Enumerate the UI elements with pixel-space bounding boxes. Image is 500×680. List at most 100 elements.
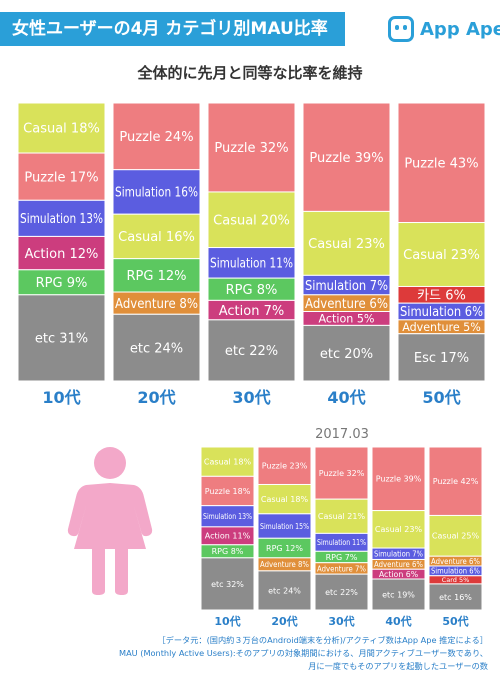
bar-segment-0-1-3 [112, 258, 201, 293]
bar-segment-0-0-0 [17, 102, 106, 154]
bar-segment-1-3-1 [371, 510, 426, 549]
bar-segment-1-4-5 [428, 583, 483, 611]
segment-label-0-3-0: Puzzle 39% [309, 151, 383, 166]
segment-label-1-3-4: Action 6% [379, 570, 418, 579]
segment-label-0-4-3: Simulation 6% [400, 305, 483, 320]
segment-label-1-0-1: Puzzle 18% [205, 487, 251, 496]
page-title: 女性ユーザーの4月 カテゴリ別MAU比率 [0, 12, 345, 46]
segment-label-0-4-1: Casual 23% [403, 248, 480, 263]
segment-label-0-3-1: Casual 23% [308, 237, 385, 252]
segment-label-0-0-2: Simulation 13% [20, 212, 103, 227]
bar-segment-0-4-1 [397, 222, 486, 287]
age-label-0-3: 40代 [327, 388, 365, 407]
segment-label-0-0-0: Casual 18% [23, 122, 100, 137]
segment-label-0-2-1: Casual 20% [213, 213, 290, 228]
bar-segment-0-1-0 [112, 102, 201, 171]
segment-label-0-1-3: RPG 12% [127, 269, 187, 284]
segment-label-1-2-3: RPG 7% [326, 553, 358, 562]
bar-segment-1-1-1 [257, 483, 312, 515]
bar-segment-0-2-5 [207, 319, 296, 382]
segment-label-1-2-2: Simulation 11% [317, 538, 366, 547]
segment-label-1-4-1: Casual 25% [432, 532, 480, 541]
segment-label-0-0-5: etc 31% [35, 332, 88, 347]
segment-label-0-1-1: Simulation 16% [115, 186, 198, 201]
segment-label-0-2-5: etc 22% [225, 344, 278, 359]
segment-label-1-0-4: RPG 8% [212, 547, 244, 556]
brand: App Ape [388, 13, 500, 45]
segment-label-1-1-3: RPG 12% [266, 544, 303, 553]
segment-label-1-2-5: etc 22% [325, 588, 358, 597]
segment-label-0-1-5: etc 24% [130, 341, 183, 356]
segment-label-1-1-1: Casual 18% [261, 495, 309, 504]
segment-label-1-0-5: etc 32% [211, 580, 244, 589]
age-label-0-0: 10代 [42, 388, 80, 407]
female-person-icon [67, 447, 153, 595]
segment-label-1-4-2: Adventure 6% [431, 557, 480, 566]
segment-label-0-3-3: Adventure 6% [305, 297, 388, 312]
segment-label-0-0-1: Puzzle 17% [24, 170, 98, 185]
footer-source: ［データ元：(国内約３万台のAndroid端末を分析)/アクティブ数はApp A… [157, 635, 488, 645]
segment-label-0-1-4: Adventure 8% [115, 297, 198, 312]
age-label-1-1: 20代 [271, 614, 297, 628]
app-ape-logo-icon [388, 16, 414, 42]
age-label-1-4: 50代 [442, 614, 468, 628]
bar-segment-0-1-2 [112, 213, 201, 260]
segment-label-0-3-4: Action 5% [319, 312, 375, 325]
segment-label-0-2-4: Action 7% [219, 304, 284, 319]
segment-label-1-1-0: Puzzle 23% [262, 462, 308, 471]
segment-label-1-4-4: Card 5% [442, 576, 470, 584]
footer-notes: ［データ元：(国内約３万台のAndroid端末を分析)/アクティブ数はApp A… [0, 634, 488, 673]
segment-label-0-3-2: Simulation 7% [305, 279, 388, 294]
bar-segment-0-0-4 [17, 269, 106, 296]
segment-label-1-0-0: Casual 18% [204, 458, 252, 467]
segment-label-0-2-3: RPG 8% [226, 283, 278, 298]
bar-segment-1-1-2 [257, 513, 312, 539]
bar-segment-0-2-0 [207, 102, 296, 193]
segment-label-1-1-2: Simulation 15% [260, 522, 309, 531]
segment-label-1-4-0: Puzzle 42% [433, 477, 479, 486]
bar-segment-1-0-5 [200, 557, 255, 611]
bar-segment-0-4-0 [397, 102, 486, 224]
segment-label-1-3-2: Simulation 7% [374, 550, 423, 559]
segment-label-1-2-4: Adventure 7% [317, 564, 366, 573]
age-label-1-2: 30代 [328, 614, 354, 628]
segment-label-1-1-5: etc 24% [268, 586, 301, 595]
bar-segment-0-3-5 [302, 324, 391, 382]
bar-segment-0-1-5 [112, 313, 201, 382]
segment-label-1-0-2: Simulation 13% [203, 512, 252, 521]
age-label-0-1: 20代 [137, 388, 175, 407]
segment-label-0-4-2: 카드 6% [417, 289, 466, 304]
bar-segment-1-0-0 [200, 446, 255, 477]
segment-label-0-2-0: Puzzle 32% [214, 141, 288, 156]
bar-segment-1-3-0 [371, 446, 426, 512]
segment-label-0-0-3: Action 12% [25, 247, 99, 262]
secondary-chart-date: 2017.03 [315, 427, 369, 442]
bar-segment-0-1-1 [112, 169, 201, 215]
bar-segment-0-2-2 [207, 247, 296, 279]
age-label-1-3: 40代 [385, 614, 411, 628]
bar-segment-0-0-5 [17, 294, 106, 382]
segment-label-0-3-5: etc 20% [320, 347, 373, 362]
segment-label-0-0-4: RPG 9% [36, 276, 88, 291]
chart-subtitle: 全体的に先月と同等な比率を維持 [137, 64, 363, 82]
segment-label-0-1-0: Puzzle 24% [119, 130, 193, 145]
bar-segment-0-4-5 [397, 333, 486, 382]
segment-label-0-2-2: Simulation 11% [210, 257, 293, 272]
bar-segment-1-3-5 [371, 578, 426, 611]
segment-label-1-3-3: Adventure 6% [374, 560, 423, 569]
segment-label-0-4-4: Adventure 5% [402, 321, 481, 334]
footer-definition-cont: 月に一度でもそのアプリを起動したユーザーの数 [308, 661, 488, 671]
segment-label-1-2-0: Puzzle 32% [319, 469, 365, 478]
age-label-0-4: 50代 [422, 388, 460, 407]
segment-label-0-4-0: Puzzle 43% [404, 156, 478, 171]
bar-segment-1-2-1 [314, 498, 369, 534]
age-label-1-0: 10代 [214, 614, 240, 628]
segment-label-1-4-5: etc 16% [439, 593, 472, 602]
main-stacked-chart: Casual 18% Puzzle 17% Simulation 13% Action… [17, 102, 486, 407]
bar-segment-1-0-1 [200, 475, 255, 507]
bar-segment-0-2-1 [207, 191, 296, 249]
segment-label-1-1-4: Adventure 8% [260, 560, 309, 569]
segment-label-0-4-5: Esc 17% [414, 351, 469, 366]
segment-label-1-3-5: etc 19% [382, 590, 415, 599]
